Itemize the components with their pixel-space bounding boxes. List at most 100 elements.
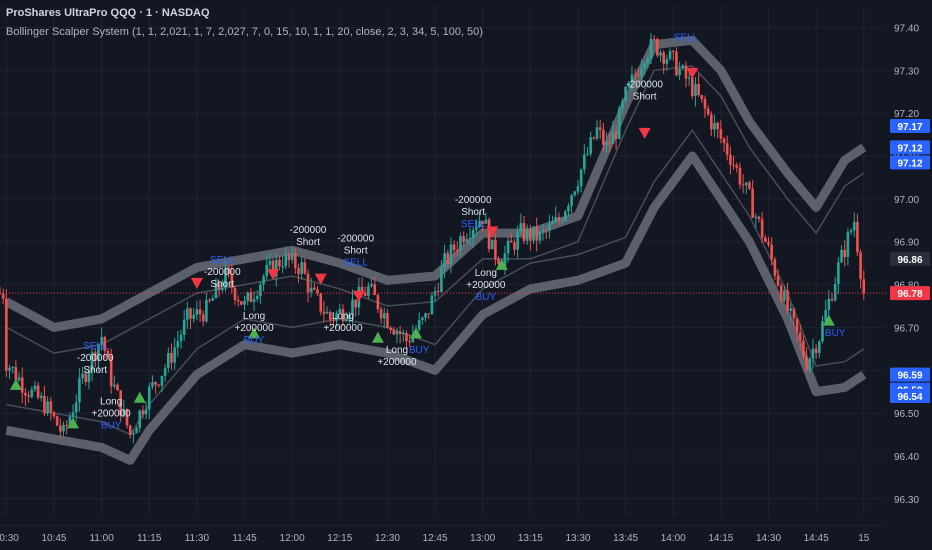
candle-body bbox=[338, 308, 342, 314]
price-badge-label: 96.54 bbox=[897, 392, 922, 403]
trade-annotation-text: +200000 bbox=[466, 280, 506, 291]
trade-annotation-text: Long bbox=[100, 397, 122, 408]
candle-body bbox=[548, 223, 551, 231]
candle-body bbox=[741, 184, 745, 186]
time-tick-label: 13:00 bbox=[470, 533, 495, 544]
candle-body bbox=[462, 236, 465, 242]
candle-body bbox=[224, 267, 227, 288]
price-tick-label: 96.70 bbox=[894, 323, 919, 334]
candle-body bbox=[729, 154, 732, 165]
candle-body bbox=[687, 77, 691, 79]
trade-annotation-text: -200000 bbox=[337, 234, 374, 245]
candle-body bbox=[109, 356, 113, 387]
sell-signal-marker bbox=[686, 67, 699, 79]
candle-body bbox=[49, 401, 53, 413]
candle-body bbox=[608, 142, 612, 144]
candle-body bbox=[827, 298, 831, 311]
price-badge-label: 96.78 bbox=[897, 289, 922, 300]
candle-body bbox=[529, 228, 532, 241]
candle-body bbox=[662, 52, 666, 64]
candle-body bbox=[297, 268, 300, 275]
candle-body bbox=[424, 313, 427, 318]
candle-body bbox=[563, 211, 567, 221]
time-tick-label: 14:15 bbox=[708, 533, 733, 544]
candle-body bbox=[189, 308, 192, 319]
candle-body bbox=[795, 318, 799, 333]
candle-body bbox=[157, 384, 161, 386]
candle-body bbox=[259, 284, 262, 297]
candle-body bbox=[624, 87, 627, 102]
candle-body bbox=[668, 50, 672, 60]
candle-body bbox=[684, 65, 688, 79]
indicator-legend[interactable]: Bollinger Scalper System (1, 1, 2,021, 1… bbox=[6, 26, 483, 38]
candle-body bbox=[39, 395, 43, 398]
candle-body bbox=[43, 395, 46, 414]
candle-body bbox=[65, 424, 68, 426]
trade-annotation-text: Short bbox=[210, 279, 234, 290]
candle-body bbox=[557, 216, 561, 221]
candle-body bbox=[379, 309, 383, 319]
time-tick-label: 14:30 bbox=[756, 533, 781, 544]
candle-body bbox=[252, 298, 256, 302]
candle-body bbox=[802, 340, 805, 357]
candle-body bbox=[36, 385, 40, 398]
candle-body bbox=[602, 129, 605, 145]
candle-body bbox=[341, 308, 345, 321]
candle-body bbox=[363, 293, 367, 296]
candle-body bbox=[360, 286, 364, 294]
candle-body bbox=[798, 332, 802, 341]
candle-body bbox=[179, 334, 183, 342]
candle-body bbox=[405, 333, 408, 342]
candle-body bbox=[589, 137, 592, 154]
trade-annotation-text: Short bbox=[633, 91, 657, 102]
candle-body bbox=[443, 253, 446, 269]
candle-body bbox=[710, 114, 713, 130]
candle-body bbox=[328, 312, 332, 320]
trade-annotation-text: SELL bbox=[674, 32, 699, 43]
candle-body bbox=[163, 368, 167, 376]
trade-annotation-text: +200000 bbox=[377, 357, 417, 368]
candle-body bbox=[116, 384, 119, 391]
symbol-title[interactable]: ProShares UltraPro QQQ · 1 · NASDAQ bbox=[6, 7, 210, 19]
candle-body bbox=[141, 410, 145, 415]
trade-annotation-text: -200000 bbox=[626, 79, 663, 90]
candle-body bbox=[567, 205, 570, 212]
candle-body bbox=[681, 65, 685, 69]
price-badge bbox=[890, 389, 930, 403]
time-axis[interactable]: 10:30 10:45 11:00 11:15 11:30 11:45 12:00 12:15… bbox=[0, 525, 886, 544]
trade-annotation-text: -200000 bbox=[455, 195, 492, 206]
candle-body bbox=[814, 348, 818, 353]
time-tick-label: 12:00 bbox=[280, 533, 305, 544]
candle-body bbox=[230, 273, 234, 288]
trade-annotation-text: Long bbox=[332, 311, 354, 322]
candle-body bbox=[843, 249, 847, 258]
buy-signal-marker bbox=[9, 378, 22, 390]
candle-body bbox=[637, 75, 640, 77]
candle-body bbox=[417, 319, 421, 330]
price-badge bbox=[890, 155, 930, 170]
candle-body bbox=[78, 378, 81, 403]
candle-body bbox=[135, 428, 138, 434]
candle-body bbox=[309, 287, 313, 293]
trade-annotation-text: Short bbox=[461, 207, 485, 218]
candle-body bbox=[14, 366, 18, 381]
candle-body bbox=[198, 309, 202, 315]
candle-body bbox=[697, 83, 700, 96]
candle-body bbox=[840, 249, 843, 263]
candle-body bbox=[402, 333, 405, 335]
candle-body bbox=[821, 321, 824, 342]
candle-body bbox=[186, 308, 189, 320]
candle-body bbox=[376, 294, 380, 310]
candle-body bbox=[211, 298, 215, 301]
candle-body bbox=[846, 232, 850, 258]
candle-body bbox=[322, 311, 326, 314]
candle-body bbox=[386, 313, 389, 328]
candle-body bbox=[703, 99, 707, 109]
candle-body bbox=[652, 38, 656, 40]
sell-signal-marker bbox=[314, 273, 327, 285]
candle-body bbox=[281, 266, 284, 268]
price-axis[interactable]: 96.3096.4096.5096.6096.7096.8096.9097.00… bbox=[886, 0, 932, 550]
candle-body bbox=[716, 122, 719, 130]
candle-body bbox=[706, 108, 710, 115]
